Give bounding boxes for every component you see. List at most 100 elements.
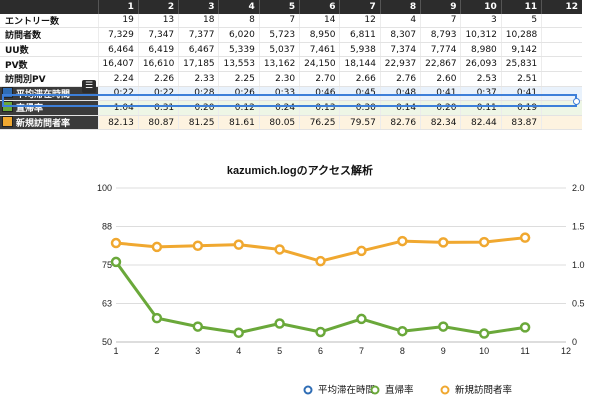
data-point[interactable]: [356, 245, 367, 257]
data-point[interactable]: [233, 327, 244, 339]
table-cell[interactable]: [541, 13, 582, 29]
data-point[interactable]: [478, 236, 490, 248]
table-cell[interactable]: [541, 115, 582, 131]
table-cell[interactable]: 6,811: [339, 27, 381, 43]
table-cell[interactable]: 2.66: [339, 71, 381, 87]
table-cell[interactable]: 81.25: [178, 115, 219, 131]
column-header-10[interactable]: 10: [460, 0, 502, 14]
table-cell[interactable]: 7: [258, 13, 300, 29]
table-row[interactable]: 直帰率 1.04 0.31 0.20 0.12 0.24 0.13 0.30 0.14 0.20 0…: [0, 100, 582, 116]
table-cell[interactable]: 0.20: [420, 100, 461, 116]
table-cell[interactable]: 13: [137, 13, 179, 29]
table-cell[interactable]: 0:46: [299, 86, 340, 102]
row-label[interactable]: PV数: [0, 56, 98, 72]
table-cell[interactable]: 10,312: [460, 27, 502, 43]
table-cell[interactable]: 7: [420, 13, 461, 29]
data-point[interactable]: [519, 322, 531, 333]
table-cell[interactable]: 14: [299, 13, 340, 29]
table-cell[interactable]: 8,980: [460, 42, 502, 58]
column-header-3[interactable]: 3: [178, 0, 219, 14]
table-row[interactable]: 訪問別PV 2.24 2.26 2.33 2.25 2.30 2.70 2.66 2.76 2.6…: [0, 71, 582, 87]
table-cell[interactable]: 4: [379, 13, 421, 29]
table-cell[interactable]: [541, 71, 582, 87]
table-cell[interactable]: 5,037: [258, 42, 300, 58]
table-cell[interactable]: 2.53: [460, 71, 502, 87]
data-point[interactable]: [519, 232, 531, 243]
column-header-5[interactable]: 5: [258, 0, 300, 14]
table-cell[interactable]: 7,461: [299, 42, 340, 58]
row-label[interactable]: 訪問別PV: [0, 71, 98, 87]
table-cell[interactable]: [541, 86, 582, 102]
table-cell[interactable]: 2.33: [178, 71, 219, 87]
table-cell[interactable]: 0.13: [299, 100, 340, 116]
table-cell[interactable]: 10,288: [500, 27, 542, 43]
table-cell[interactable]: 8,950: [299, 27, 340, 43]
row-label[interactable]: 訪問者数: [0, 27, 98, 43]
table-cell[interactable]: 79.57: [339, 115, 381, 131]
table-cell[interactable]: 7,377: [178, 27, 219, 43]
data-point[interactable]: [151, 312, 163, 324]
table-cell[interactable]: 2.76: [379, 71, 421, 87]
data-point[interactable]: [315, 255, 326, 267]
table-cell[interactable]: 6,020: [218, 27, 260, 43]
row-label[interactable]: エントリー数: [0, 13, 98, 29]
table-cell[interactable]: 0:22: [137, 86, 179, 102]
table-cell[interactable]: 80.87: [137, 115, 179, 131]
table-cell[interactable]: 76.25: [299, 115, 340, 131]
data-point[interactable]: [315, 326, 326, 338]
data-point[interactable]: [274, 318, 285, 329]
table-row[interactable]: PV数 16,407 16,610 17,185 13,553 13,162 24,150 1…: [0, 56, 582, 72]
table-cell[interactable]: [541, 42, 582, 58]
column-header-9[interactable]: 9: [420, 0, 461, 14]
row-label[interactable]: UU数: [0, 42, 98, 58]
table-row[interactable]: 新規訪問者率 82.13 80.87 81.25 81.61 80.05 76.25 79.5…: [0, 115, 582, 131]
column-header-4[interactable]: 4: [218, 0, 260, 14]
table-cell[interactable]: 7,774: [420, 42, 461, 58]
table-cell[interactable]: 8,793: [420, 27, 461, 43]
table-cell[interactable]: 82.76: [379, 115, 421, 131]
table-cell[interactable]: 0:28: [178, 86, 219, 102]
table-cell[interactable]: 12: [339, 13, 381, 29]
table-cell[interactable]: 82.44: [460, 115, 502, 131]
table-cell[interactable]: 2.24: [97, 71, 139, 87]
table-cell[interactable]: 5,339: [218, 42, 260, 58]
table-cell[interactable]: 2.26: [137, 71, 179, 87]
table-cell[interactable]: 2.70: [299, 71, 340, 87]
table-cell[interactable]: 9,142: [500, 42, 542, 58]
table-cell[interactable]: 0.19: [500, 100, 542, 116]
data-point[interactable]: [192, 321, 204, 332]
data-point[interactable]: [397, 235, 408, 247]
data-point[interactable]: [110, 237, 122, 249]
data-point[interactable]: [192, 240, 204, 251]
table-cell[interactable]: 7,329: [97, 27, 139, 43]
table-cell[interactable]: 0:33: [258, 86, 300, 102]
table-cell[interactable]: 5,938: [339, 42, 381, 58]
table-cell[interactable]: 82.13: [97, 115, 139, 131]
table-row[interactable]: 訪問者数 7,329 7,347 7,377 6,020 5,723 8,950 6,811 8…: [0, 27, 582, 43]
table-cell[interactable]: 3: [460, 13, 502, 29]
table-cell[interactable]: 26,093: [460, 56, 502, 72]
column-header-1[interactable]: 1: [97, 0, 139, 14]
table-cell[interactable]: 0:26: [218, 86, 260, 102]
table-row[interactable]: UU数 6,464 6,419 6,467 5,339 5,037 7,461 5,938 7,…: [0, 42, 582, 58]
selection-resize-handle[interactable]: [573, 98, 580, 105]
data-point[interactable]: [110, 256, 122, 268]
table-row[interactable]: エントリー数 19 13 18 8 7 14 12 4 7 3 5: [0, 13, 582, 29]
table-cell[interactable]: 17,185: [178, 56, 219, 72]
column-header-8[interactable]: 8: [379, 0, 421, 14]
table-cell[interactable]: 6,464: [97, 42, 139, 58]
table-cell[interactable]: [541, 27, 582, 43]
column-header-11[interactable]: 11: [500, 0, 542, 14]
table-cell[interactable]: 18: [178, 13, 219, 29]
row-label[interactable]: 新規訪問者率: [0, 115, 98, 131]
table-cell[interactable]: 1.04: [97, 100, 139, 116]
list-icon[interactable]: ☰: [82, 80, 96, 93]
table-cell[interactable]: 13,162: [258, 56, 300, 72]
data-point[interactable]: [478, 328, 490, 339]
column-header-2[interactable]: 2: [137, 0, 179, 14]
table-cell[interactable]: 0.30: [339, 100, 381, 116]
table-cell[interactable]: 2.25: [218, 71, 260, 87]
table-cell[interactable]: 24,150: [299, 56, 340, 72]
table-cell[interactable]: 25,831: [500, 56, 542, 72]
table-cell[interactable]: 6,467: [178, 42, 219, 58]
